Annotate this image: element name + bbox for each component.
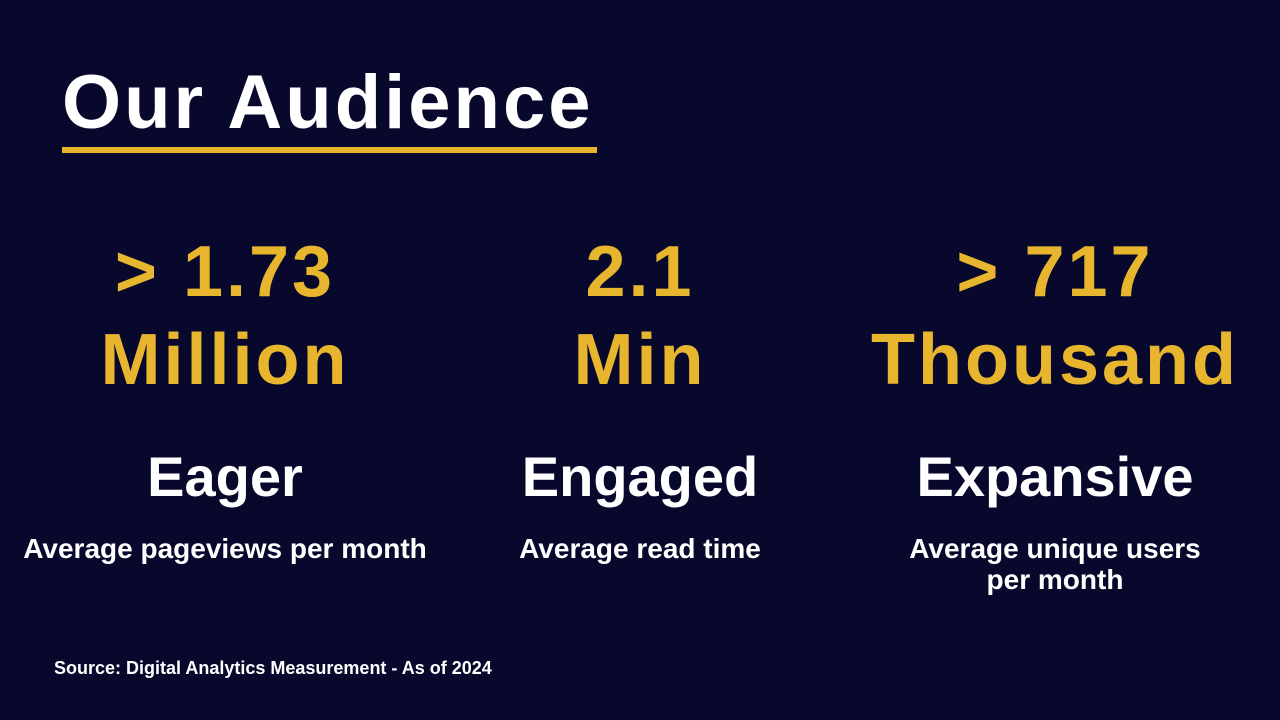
stat-description-pageviews: Average pageviews per month: [23, 533, 427, 564]
stat-label-unique-users: Expansive: [916, 445, 1194, 508]
slide-title: Our Audience: [62, 60, 594, 145]
source-note: Source: Digital Analytics Measurement - …: [54, 658, 492, 678]
stat-column-unique-users: > 717 Thousand Expansive Average unique …: [840, 228, 1270, 595]
title-underline: [62, 147, 597, 153]
stat-column-pageviews: > 1.73 Million Eager Average pageviews p…: [10, 228, 440, 595]
stat-value-pageviews: > 1.73 Million: [100, 232, 350, 400]
stats-row: > 1.73 Million Eager Average pageviews p…: [10, 228, 1270, 595]
stat-label-pageviews: Eager: [147, 445, 303, 508]
stat-column-read-time: 2.1 Min Engaged Average read time: [440, 228, 840, 595]
stat-value-unique-users: > 717 Thousand: [871, 232, 1239, 400]
stat-label-read-time: Engaged: [521, 445, 759, 508]
stat-value-read-time: 2.1 Min: [573, 232, 707, 400]
stat-description-read-time: Average read time: [519, 533, 761, 564]
stat-description-unique-users: Average unique users per month: [909, 533, 1201, 595]
